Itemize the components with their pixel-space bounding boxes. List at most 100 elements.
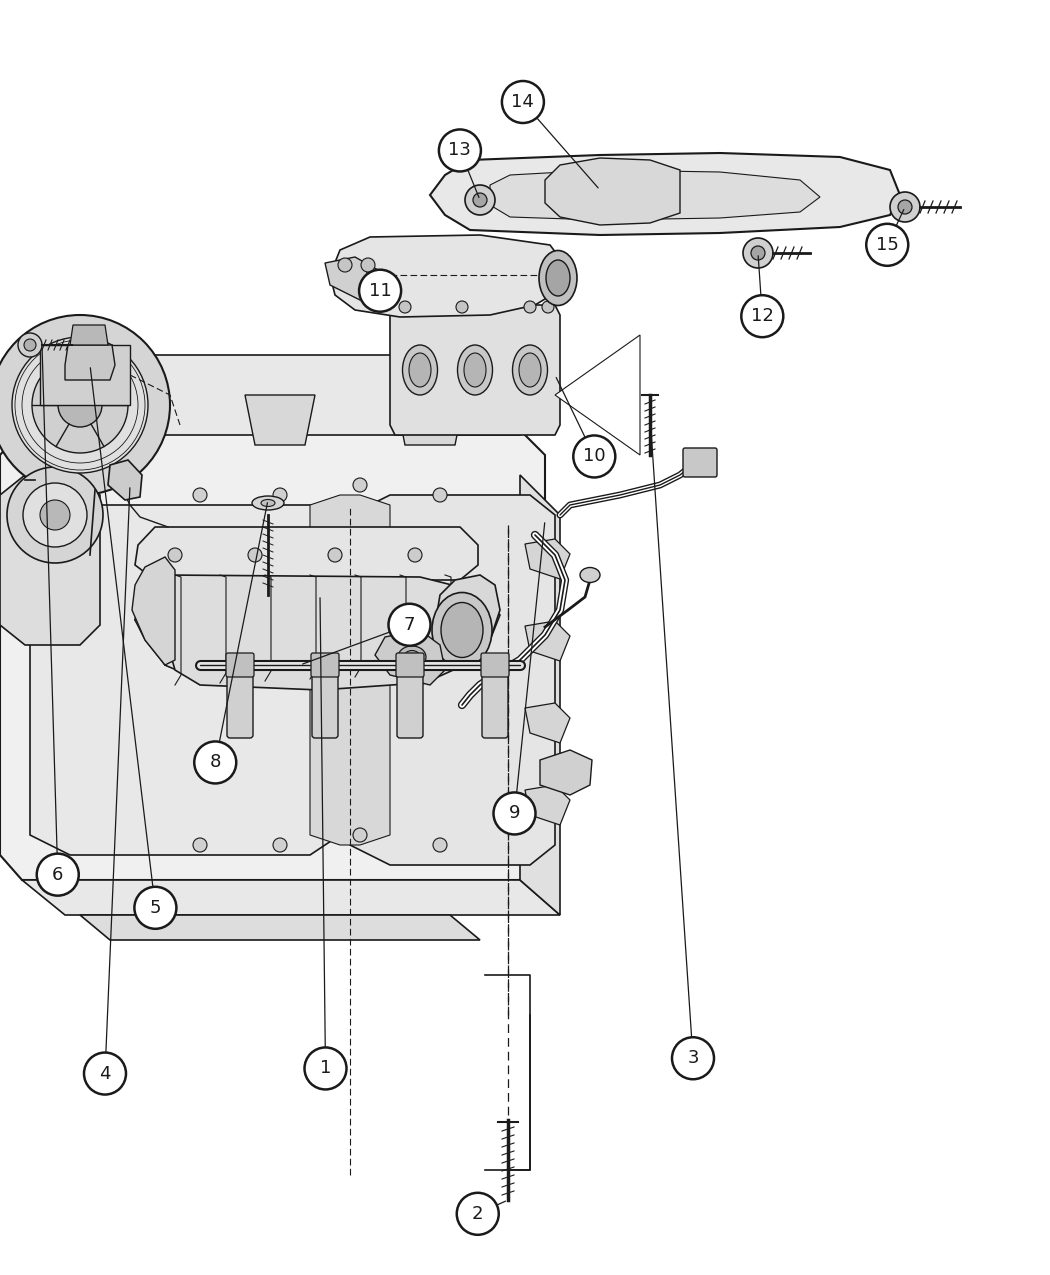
Text: 12: 12: [751, 307, 774, 325]
Polygon shape: [395, 395, 465, 445]
Ellipse shape: [432, 593, 492, 668]
Polygon shape: [165, 575, 480, 690]
Polygon shape: [525, 703, 570, 743]
Polygon shape: [10, 354, 540, 435]
Circle shape: [248, 548, 262, 562]
Polygon shape: [135, 580, 500, 685]
Polygon shape: [135, 544, 220, 680]
FancyBboxPatch shape: [396, 653, 424, 677]
Polygon shape: [520, 476, 560, 915]
Text: 1: 1: [320, 1060, 331, 1077]
Circle shape: [353, 478, 367, 492]
Circle shape: [328, 548, 342, 562]
Polygon shape: [375, 630, 445, 685]
Circle shape: [672, 1038, 714, 1079]
FancyBboxPatch shape: [682, 448, 717, 477]
Circle shape: [388, 604, 430, 645]
FancyBboxPatch shape: [312, 662, 338, 738]
Polygon shape: [525, 539, 570, 579]
Circle shape: [273, 488, 287, 502]
FancyBboxPatch shape: [481, 653, 509, 677]
Circle shape: [472, 193, 487, 207]
Circle shape: [361, 258, 375, 272]
FancyBboxPatch shape: [226, 653, 254, 677]
Circle shape: [465, 185, 495, 215]
Circle shape: [502, 82, 544, 122]
Circle shape: [866, 224, 908, 265]
Circle shape: [359, 270, 401, 311]
Text: 10: 10: [583, 448, 606, 465]
Circle shape: [408, 548, 422, 562]
Ellipse shape: [580, 567, 600, 583]
Circle shape: [273, 838, 287, 852]
Polygon shape: [30, 505, 340, 856]
Circle shape: [399, 301, 411, 312]
Circle shape: [168, 548, 182, 562]
Ellipse shape: [252, 496, 284, 510]
Circle shape: [338, 258, 352, 272]
Polygon shape: [350, 495, 555, 864]
Text: 13: 13: [448, 142, 471, 159]
Polygon shape: [490, 170, 820, 221]
Polygon shape: [135, 527, 478, 580]
Text: 3: 3: [688, 1049, 698, 1067]
Polygon shape: [22, 880, 560, 915]
Ellipse shape: [519, 353, 541, 388]
Circle shape: [37, 854, 79, 895]
Ellipse shape: [441, 603, 483, 658]
Circle shape: [32, 357, 128, 453]
Circle shape: [193, 488, 207, 502]
Ellipse shape: [398, 646, 426, 668]
Circle shape: [304, 1048, 347, 1089]
Polygon shape: [132, 557, 175, 666]
Circle shape: [494, 793, 536, 834]
Circle shape: [524, 301, 536, 312]
Ellipse shape: [512, 346, 547, 395]
Circle shape: [573, 436, 615, 477]
Circle shape: [439, 130, 481, 171]
Text: 6: 6: [52, 866, 63, 884]
Circle shape: [23, 483, 87, 547]
Circle shape: [353, 827, 367, 842]
Polygon shape: [555, 335, 640, 455]
Polygon shape: [108, 460, 142, 500]
FancyBboxPatch shape: [311, 653, 339, 677]
FancyBboxPatch shape: [227, 662, 253, 738]
Text: 7: 7: [404, 616, 415, 634]
Polygon shape: [310, 495, 390, 845]
Text: 14: 14: [511, 93, 534, 111]
Text: 9: 9: [509, 805, 520, 822]
Polygon shape: [65, 346, 116, 380]
Ellipse shape: [410, 353, 430, 388]
Circle shape: [40, 500, 70, 530]
Polygon shape: [540, 750, 592, 796]
Ellipse shape: [402, 346, 438, 395]
Circle shape: [12, 337, 148, 473]
Polygon shape: [40, 346, 130, 405]
Ellipse shape: [261, 500, 275, 506]
Polygon shape: [545, 158, 680, 224]
Ellipse shape: [464, 353, 486, 388]
Polygon shape: [525, 785, 570, 825]
Polygon shape: [326, 258, 380, 300]
Circle shape: [433, 838, 447, 852]
Circle shape: [542, 301, 554, 312]
Polygon shape: [245, 395, 315, 445]
Polygon shape: [390, 305, 560, 435]
Polygon shape: [70, 325, 108, 346]
Polygon shape: [330, 235, 565, 317]
Ellipse shape: [404, 650, 420, 663]
Circle shape: [84, 1053, 126, 1094]
Circle shape: [898, 200, 912, 214]
Ellipse shape: [546, 260, 570, 296]
FancyBboxPatch shape: [482, 662, 508, 738]
Circle shape: [193, 838, 207, 852]
Circle shape: [58, 382, 102, 427]
Polygon shape: [0, 430, 545, 880]
Circle shape: [743, 238, 773, 268]
FancyBboxPatch shape: [397, 662, 423, 738]
Circle shape: [890, 193, 920, 222]
Polygon shape: [430, 153, 900, 235]
Circle shape: [134, 887, 176, 928]
Circle shape: [0, 315, 170, 495]
